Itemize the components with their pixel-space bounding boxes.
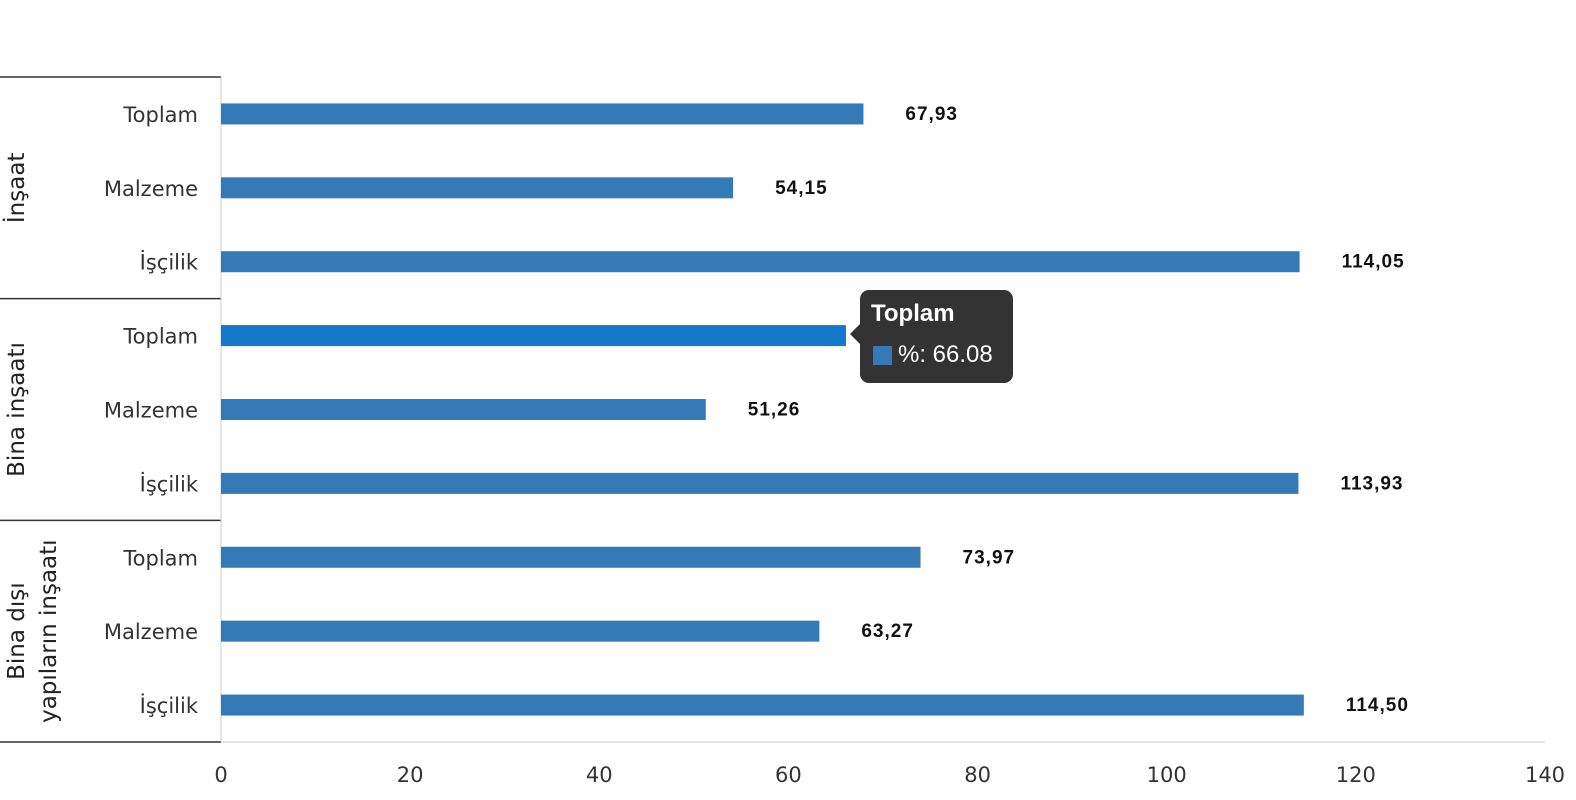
bar bbox=[221, 103, 864, 125]
x-tick-label: 120 bbox=[1336, 763, 1376, 787]
x-tick-label: 20 bbox=[397, 763, 424, 787]
bars bbox=[221, 103, 1304, 716]
category-label: Toplam bbox=[122, 325, 198, 349]
group-dividers bbox=[0, 76, 221, 743]
category-label: Malzeme bbox=[104, 399, 198, 423]
category-label: Malzeme bbox=[104, 620, 198, 644]
tooltip-swatch bbox=[873, 345, 892, 365]
data-label: 67,93 bbox=[905, 104, 958, 125]
x-tick-label: 80 bbox=[964, 763, 991, 787]
category-label: İşçilik bbox=[140, 693, 199, 718]
data-label: 51,26 bbox=[748, 400, 801, 421]
tooltip-value: %: 66.08 bbox=[898, 341, 993, 368]
data-label: 114,05 bbox=[1342, 252, 1405, 273]
bar bbox=[221, 472, 1299, 494]
x-tick-label: 40 bbox=[586, 763, 613, 787]
group-label: Bina inşaatı bbox=[4, 342, 30, 477]
category-label: Toplam bbox=[122, 546, 198, 570]
category-labels: Toplam Malzeme İşçilik Toplam Malzeme İşçilik… bbox=[104, 103, 199, 718]
data-label: 113,93 bbox=[1340, 473, 1403, 494]
tooltip-value-row: %: 66.08 bbox=[873, 341, 993, 369]
category-label: Malzeme bbox=[104, 177, 198, 201]
bar bbox=[221, 177, 734, 199]
tooltip-title: Toplam bbox=[871, 300, 955, 327]
category-label: Toplam bbox=[122, 103, 198, 127]
data-label: 114,50 bbox=[1346, 695, 1409, 716]
x-axis-ticks: 0 20 40 60 80 100 120 140 bbox=[214, 763, 1565, 787]
group-label: Bina dışı bbox=[4, 582, 30, 680]
x-tick-label: 100 bbox=[1147, 763, 1187, 787]
data-labels: 67,9354,15114,0566,0851,26113,9373,9763,… bbox=[748, 104, 1409, 716]
bar bbox=[221, 325, 846, 347]
category-label: İşçilik bbox=[140, 250, 199, 275]
category-label: İşçilik bbox=[140, 471, 199, 496]
x-tick-label: 0 bbox=[214, 763, 227, 787]
tooltip: Toplam %: 66.08 bbox=[850, 290, 1013, 383]
group-label: yapıların inşaatı bbox=[36, 539, 62, 722]
group-label: İnşaat bbox=[2, 153, 30, 224]
data-label: 63,27 bbox=[861, 621, 914, 642]
tooltip-arrow bbox=[850, 324, 860, 344]
data-label: 54,15 bbox=[775, 178, 828, 199]
bar bbox=[221, 399, 706, 420]
bar bbox=[221, 620, 820, 642]
bar bbox=[221, 546, 921, 568]
bar bbox=[221, 251, 1300, 273]
bar bbox=[221, 694, 1304, 716]
data-label: 73,97 bbox=[963, 547, 1016, 568]
x-tick-label: 60 bbox=[775, 763, 802, 787]
group-labels: İnşaat Bina inşaatı Bina dışı yapıların inş… bbox=[2, 153, 62, 723]
x-tick-label: 140 bbox=[1525, 763, 1565, 787]
